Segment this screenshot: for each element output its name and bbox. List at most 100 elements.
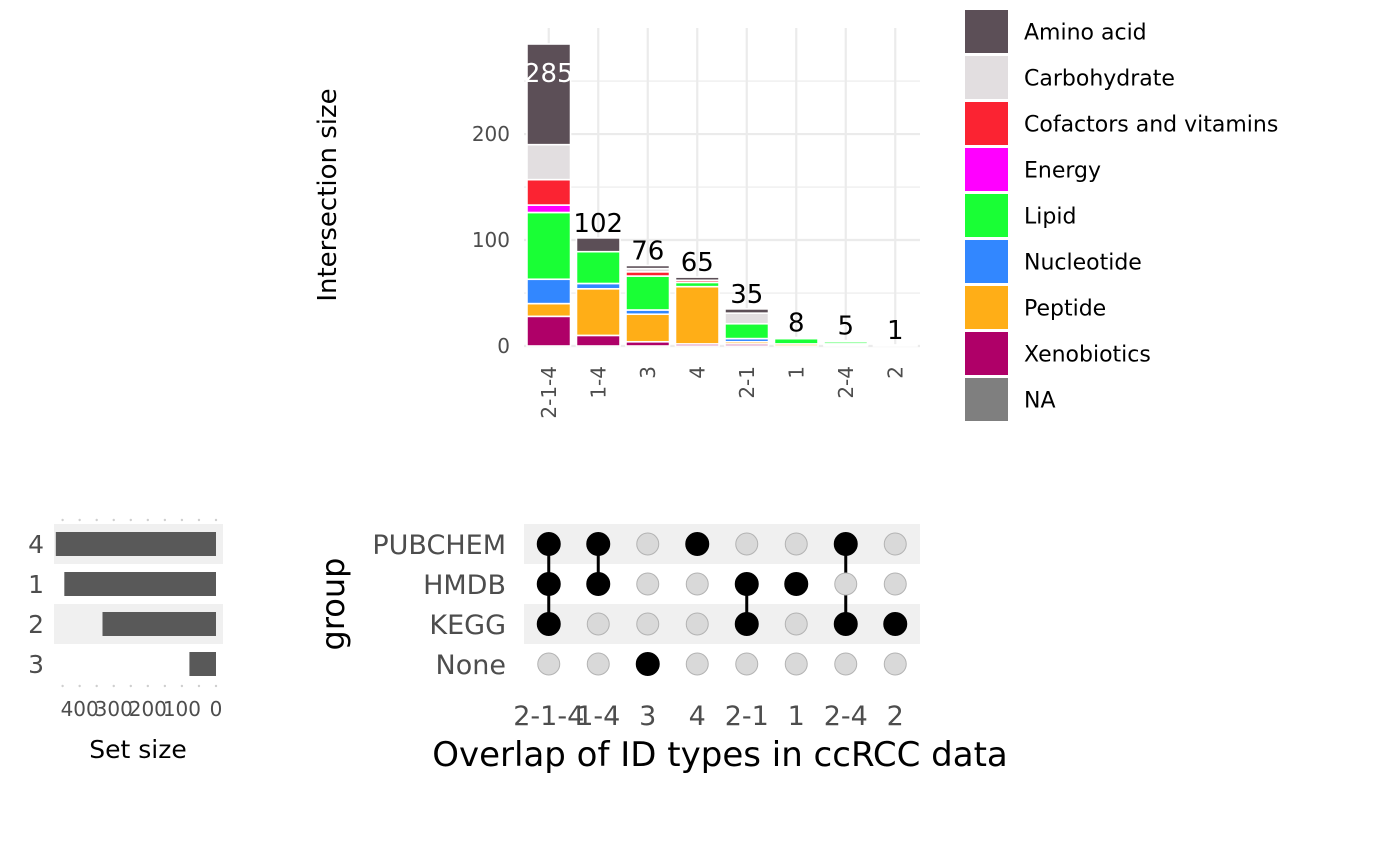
set-size-row-label: 4	[28, 530, 44, 559]
set-size-row-label: 3	[28, 650, 44, 679]
legend-swatch	[965, 102, 1008, 145]
membership-dot-filled	[586, 572, 611, 596]
bar-segment-amino-acid	[575, 237, 621, 253]
y-tick-label: 0	[497, 334, 510, 358]
matrix-x-tick-label: 3	[639, 701, 656, 732]
x-tick-label: 2-4	[834, 366, 858, 399]
x-tick-label: 1-4	[586, 366, 610, 399]
set-size-row-label: 2	[28, 610, 44, 639]
bar-segment-nucleotide	[526, 278, 572, 305]
legend-label: Lipid	[1024, 205, 1076, 230]
legend-swatch	[965, 148, 1008, 191]
set-size-grid-dot	[214, 684, 218, 688]
set-size-grid-dot	[61, 518, 64, 522]
set-size-grid-dot	[95, 684, 98, 688]
set-size-grid-dot	[78, 684, 81, 688]
y-axis-label-group: group	[314, 558, 352, 651]
membership-dot-empty	[883, 532, 907, 556]
matrix-x-tick-label: 2	[887, 701, 904, 732]
membership-dot-empty	[636, 612, 660, 636]
bar-segment-lipid	[724, 322, 770, 340]
x-tick-label: 1	[784, 366, 808, 379]
membership-dot-empty	[883, 572, 907, 596]
set-size-row-label: 1	[28, 570, 44, 599]
x-axis-label-set-size: Set size	[89, 735, 186, 764]
membership-dot-empty	[834, 572, 858, 596]
bar-total-label: 285	[524, 59, 574, 89]
bar-segment-peptide	[575, 287, 621, 337]
set-size-grid-dot	[214, 518, 218, 522]
matrix-x-tick-label: 4	[689, 701, 706, 732]
set-size-x-tick-label: 300	[95, 697, 133, 721]
axis-ticks: 0 100 200 2-1-4 1-4 3 4 2-1 1 2-4 2	[472, 122, 907, 419]
set-size-grid-dot	[180, 518, 184, 522]
chart-title: Overlap of ID types in ccRCC data	[432, 735, 1008, 775]
membership-dot-filled	[685, 532, 710, 556]
membership-dot-filled	[586, 532, 611, 556]
matrix-row-band	[524, 524, 920, 564]
bar-segment-carbohydrate	[773, 336, 819, 340]
membership-dot-empty	[784, 612, 808, 636]
membership-dot-empty	[636, 532, 660, 556]
legend-swatch	[965, 240, 1008, 283]
matrix-row-band	[524, 604, 920, 644]
legend-swatch	[965, 10, 1008, 53]
membership-dot-filled	[536, 532, 561, 556]
membership-dot-empty	[784, 532, 808, 556]
matrix-x-tick-label: 2-4	[824, 701, 868, 732]
bar-segment-amino-acid	[724, 308, 770, 314]
bar-total-label: 8	[788, 309, 805, 339]
membership-dot-filled	[784, 572, 809, 596]
x-tick-label: 2-1-4	[537, 366, 561, 419]
membership-dot-empty	[636, 572, 660, 596]
bar-segment-lipid	[625, 275, 671, 311]
bar-segment-xenobiotics	[526, 315, 572, 347]
legend-label: Peptide	[1024, 297, 1106, 322]
legend-swatch	[965, 332, 1008, 375]
membership-dot-filled	[734, 572, 759, 596]
y-tick-label: 200	[472, 122, 510, 146]
set-size-grid-dot	[163, 684, 167, 688]
legend-label: Xenobiotics	[1024, 343, 1151, 368]
legend-swatch	[965, 56, 1008, 99]
x-tick-label: 4	[685, 366, 709, 379]
bar-segment-peptide	[526, 302, 572, 318]
bar-segment-amino-acid	[625, 264, 671, 270]
bar-segment-energy	[526, 204, 572, 214]
membership-dot-empty	[685, 652, 709, 676]
y-axis-label-intersection-size: Intersection size	[313, 88, 343, 301]
matrix-x-tick-label: 2-1-4	[513, 701, 584, 732]
set-label: None	[436, 650, 506, 681]
bar-total-label: 102	[573, 209, 623, 239]
x-tick-label: 3	[636, 366, 660, 379]
set-size-x-tick-label: 0	[210, 697, 223, 721]
bar-segment-lipid	[526, 211, 572, 281]
bar-segment-carbohydrate	[526, 143, 572, 181]
bar-segment-amino-acid	[526, 43, 572, 146]
legend-swatch	[965, 286, 1008, 329]
set-size-grid-dot	[180, 684, 184, 688]
matrix-x-tick-label: 1-4	[576, 701, 620, 732]
membership-dot-filled	[536, 572, 561, 596]
set-size-grid-dot	[146, 518, 150, 522]
set-size-grid-dot	[95, 518, 98, 522]
membership-dot-empty	[735, 532, 759, 556]
set-size-bar	[55, 532, 216, 556]
membership-dot-empty	[537, 652, 561, 676]
legend-label: Nucleotide	[1024, 251, 1142, 276]
bar-segment-cofactors-and-vitamins	[526, 178, 572, 206]
bar-segment-xenobiotics	[575, 334, 621, 347]
bar-total-label: 76	[631, 236, 664, 266]
bar-segment-lipid	[575, 250, 621, 285]
set-size-x-tick-label: 100	[163, 697, 201, 721]
bar-value-labels: 285 102 76 65 35 8 5 1	[524, 59, 904, 346]
legend-label: Carbohydrate	[1024, 67, 1175, 92]
bar-segment-peptide	[674, 285, 720, 345]
membership-dot-filled	[883, 612, 908, 636]
set-label: HMDB	[423, 570, 506, 601]
set-size-bar	[189, 652, 216, 676]
legend-swatch	[965, 378, 1008, 421]
